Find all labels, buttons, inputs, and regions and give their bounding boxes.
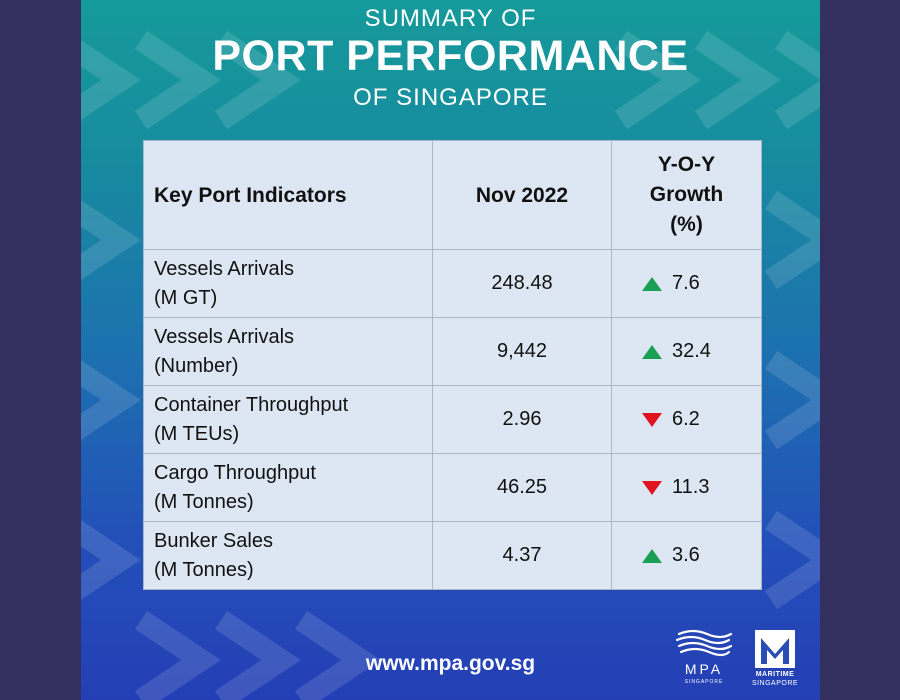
mpa-wave-icon — [675, 629, 733, 657]
growth-cell: 32.4 — [611, 317, 762, 386]
growth-wrapper: 32.4 — [612, 337, 761, 366]
table-row: Cargo Throughput (M Tonnes) 46.25 11.3 — [143, 453, 762, 522]
title-line-3: OF SINGAPORE — [353, 84, 548, 111]
indicator-name: Vessels Arrivals — [154, 325, 295, 348]
table-row: Container Throughput (M TEUs) 2.96 6.2 — [143, 385, 762, 454]
website-url[interactable]: www.mpa.gov.sg — [365, 652, 536, 675]
triangle-down-icon — [642, 412, 662, 427]
growth-cell: 3.6 — [611, 521, 762, 590]
indicator-value: 248.48 — [432, 249, 612, 318]
header-indicator: Key Port Indicators — [143, 140, 433, 250]
indicator-value: 46.25 — [432, 453, 612, 522]
mpa-logo-subtext: SINGAPORE — [684, 679, 724, 685]
title-line-1: SUMMARY OF — [364, 5, 537, 32]
table-row: Vessels Arrivals (M GT) 248.48 7.6 — [143, 249, 762, 318]
triangle-down-icon — [642, 480, 662, 495]
header-growth: Y-O-Y Growth (%) — [611, 140, 762, 250]
indicator-name-cell: Vessels Arrivals (M GT) — [143, 249, 433, 318]
port-indicators-table: Key Port Indicators Nov 2022 Y-O-Y Growt… — [143, 140, 762, 590]
growth-cell: 6.2 — [611, 385, 762, 454]
maritime-logo-text-1: MARITIME — [755, 671, 795, 678]
growth-wrapper: 7.6 — [612, 269, 761, 298]
indicator-name: Bunker Sales — [154, 529, 273, 552]
indicator-name-cell: Bunker Sales (M Tonnes) — [143, 521, 433, 590]
header-growth-line-1: Y-O-Y — [657, 153, 716, 176]
table-header-row: Key Port Indicators Nov 2022 Y-O-Y Growt… — [143, 140, 762, 250]
indicator-name-cell: Container Throughput (M TEUs) — [143, 385, 433, 454]
indicator-value: 4.37 — [432, 521, 612, 590]
indicator-name: Cargo Throughput — [154, 461, 316, 484]
header-growth-line-2: Growth — [649, 183, 724, 206]
table-row: Bunker Sales (M Tonnes) 4.37 3.6 — [143, 521, 762, 590]
indicator-name: Container Throughput — [154, 393, 349, 416]
indicator-unit: (M GT) — [154, 286, 218, 309]
title-line-2: PORT PERFORMANCE — [212, 32, 689, 80]
growth-cell: 7.6 — [611, 249, 762, 318]
triangle-up-icon — [642, 276, 662, 291]
growth-value: 32.4 — [672, 340, 711, 362]
table-row: Vessels Arrivals (Number) 9,442 32.4 — [143, 317, 762, 386]
indicator-unit: (M Tonnes) — [154, 490, 254, 513]
maritime-logo-text-2: SINGAPORE — [751, 680, 799, 687]
header-growth-line-3: (%) — [670, 213, 703, 236]
mpa-logo-text: MPA — [684, 661, 724, 677]
growth-wrapper: 3.6 — [612, 541, 761, 570]
mpa-logo: MPA SINGAPORE — [673, 628, 735, 690]
indicator-unit: (M Tonnes) — [154, 558, 254, 581]
maritime-m-icon — [755, 630, 795, 668]
growth-value: 7.6 — [672, 272, 700, 294]
summary-card: SUMMARY OF PORT PERFORMANCE OF SINGAPORE… — [81, 0, 820, 700]
growth-wrapper: 6.2 — [612, 405, 761, 434]
growth-cell: 11.3 — [611, 453, 762, 522]
indicator-unit: (M TEUs) — [154, 422, 240, 445]
growth-value: 11.3 — [672, 476, 710, 498]
header-month: Nov 2022 — [432, 140, 612, 250]
indicator-value: 9,442 — [432, 317, 612, 386]
growth-wrapper: 11.3 — [612, 473, 761, 502]
indicator-name-cell: Vessels Arrivals (Number) — [143, 317, 433, 386]
chevron-pattern-background — [81, 30, 820, 700]
indicator-name: Vessels Arrivals — [154, 257, 295, 280]
triangle-up-icon — [642, 344, 662, 359]
indicator-unit: (Number) — [154, 354, 239, 377]
maritime-singapore-logo: MARITIME SINGAPORE — [741, 628, 809, 692]
indicator-value: 2.96 — [432, 385, 612, 454]
indicator-name-cell: Cargo Throughput (M Tonnes) — [143, 453, 433, 522]
growth-value: 6.2 — [672, 408, 700, 430]
triangle-up-icon — [642, 548, 662, 563]
growth-value: 3.6 — [672, 544, 700, 566]
